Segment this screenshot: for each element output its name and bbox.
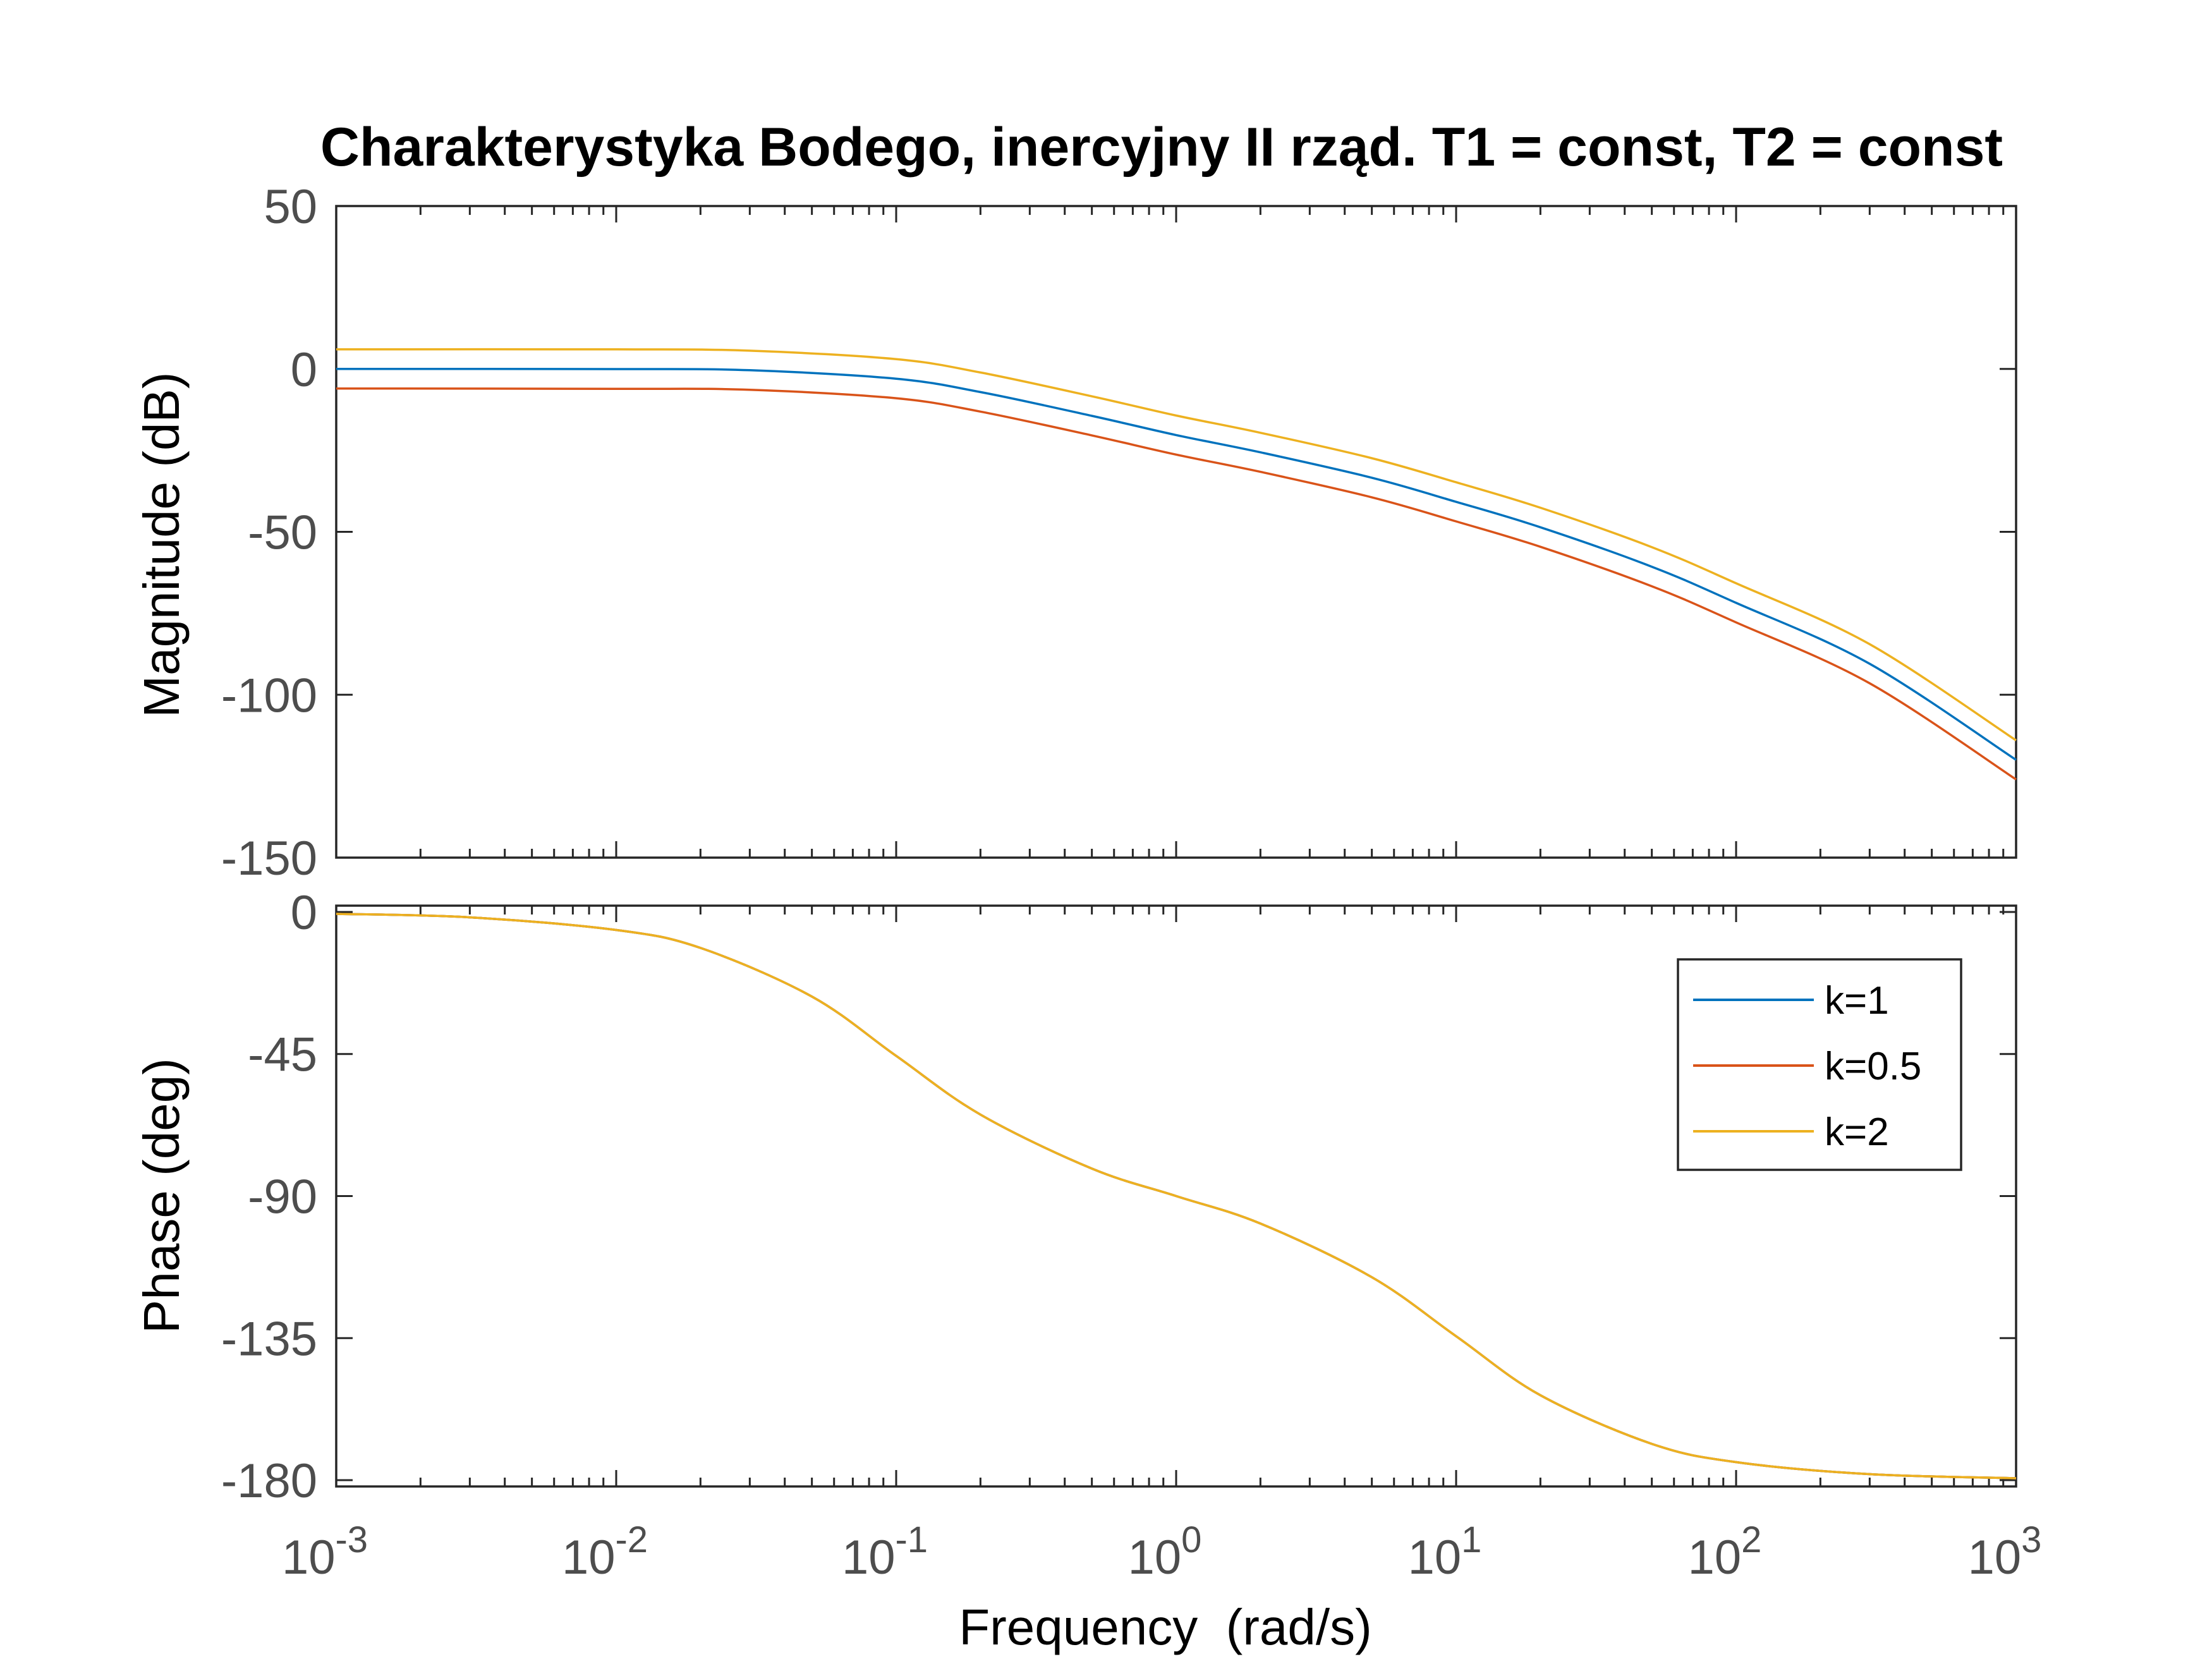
phase-curves <box>336 913 2017 1480</box>
legend: k=1 k=0.5 k=2 <box>1677 958 1962 1171</box>
legend-entry-label: k=1 <box>1825 979 1889 1023</box>
magnitude-y-tick-label: 0 <box>291 343 317 397</box>
frequency-tick-label: 103 <box>1968 1519 2042 1584</box>
legend-entry-label: k=0.5 <box>1825 1045 1921 1088</box>
magnitude-y-tick-label: -50 <box>248 506 317 560</box>
phase-y-tick-label: 0 <box>291 886 317 940</box>
frequency-tick-labels: 10-3 10-2 10-1 100 101 102 103 <box>282 1519 2041 1584</box>
phase-y-tick-label: -45 <box>248 1028 317 1082</box>
frequency-tick-label: 102 <box>1688 1519 1762 1584</box>
frequency-tick-label: 100 <box>1128 1519 1202 1584</box>
magnitude-tick-marks <box>335 205 2017 859</box>
phase-y-tick-label: -90 <box>248 1170 317 1224</box>
magnitude-y-tick-label: -100 <box>221 669 317 722</box>
frequency-axis-label: Frequency (rad/s) <box>959 1599 1372 1655</box>
magnitude-y-tick-labels: 50 0 -50 -100 -150 <box>221 180 317 885</box>
frequency-tick-label: 10-3 <box>282 1519 368 1584</box>
phase-y-tick-label: -135 <box>221 1312 317 1366</box>
magnitude-plot: 50 0 -50 -100 -150 Magnitude (dB) <box>133 180 2017 885</box>
magnitude-y-tick-label: 50 <box>264 180 317 234</box>
legend-entry-label: k=2 <box>1825 1110 1889 1154</box>
magnitude-curves <box>336 348 2017 781</box>
frequency-tick-label: 10-1 <box>842 1519 928 1584</box>
phase-y-axis-label: Phase (deg) <box>133 1058 190 1334</box>
magnitude-y-axis-label: Magnitude (dB) <box>133 372 190 718</box>
magnitude-curve-k-1 <box>336 368 2017 761</box>
phase-curve-k-2 <box>336 913 2017 1480</box>
phase-y-tick-label: -180 <box>221 1454 317 1508</box>
frequency-tick-label: 101 <box>1408 1519 1482 1584</box>
phase-y-tick-labels: 0 -45 -90 -135 -180 <box>221 886 317 1508</box>
phase-tick-marks <box>335 906 2017 1486</box>
magnitude-y-tick-label: -150 <box>221 832 317 885</box>
magnitude-axes-box <box>335 205 2017 859</box>
magnitude-curve-k-2 <box>336 348 2017 741</box>
chart-title: Charakterystyka Bodego, inercyjny II rzą… <box>320 117 2003 178</box>
magnitude-curve-k-0-5 <box>336 387 2017 781</box>
phase-plot: 0 -45 -90 -135 -180 10-3 10-2 10-1 100 101 102 103… <box>133 886 2041 1655</box>
frequency-tick-label: 10-2 <box>562 1519 648 1584</box>
